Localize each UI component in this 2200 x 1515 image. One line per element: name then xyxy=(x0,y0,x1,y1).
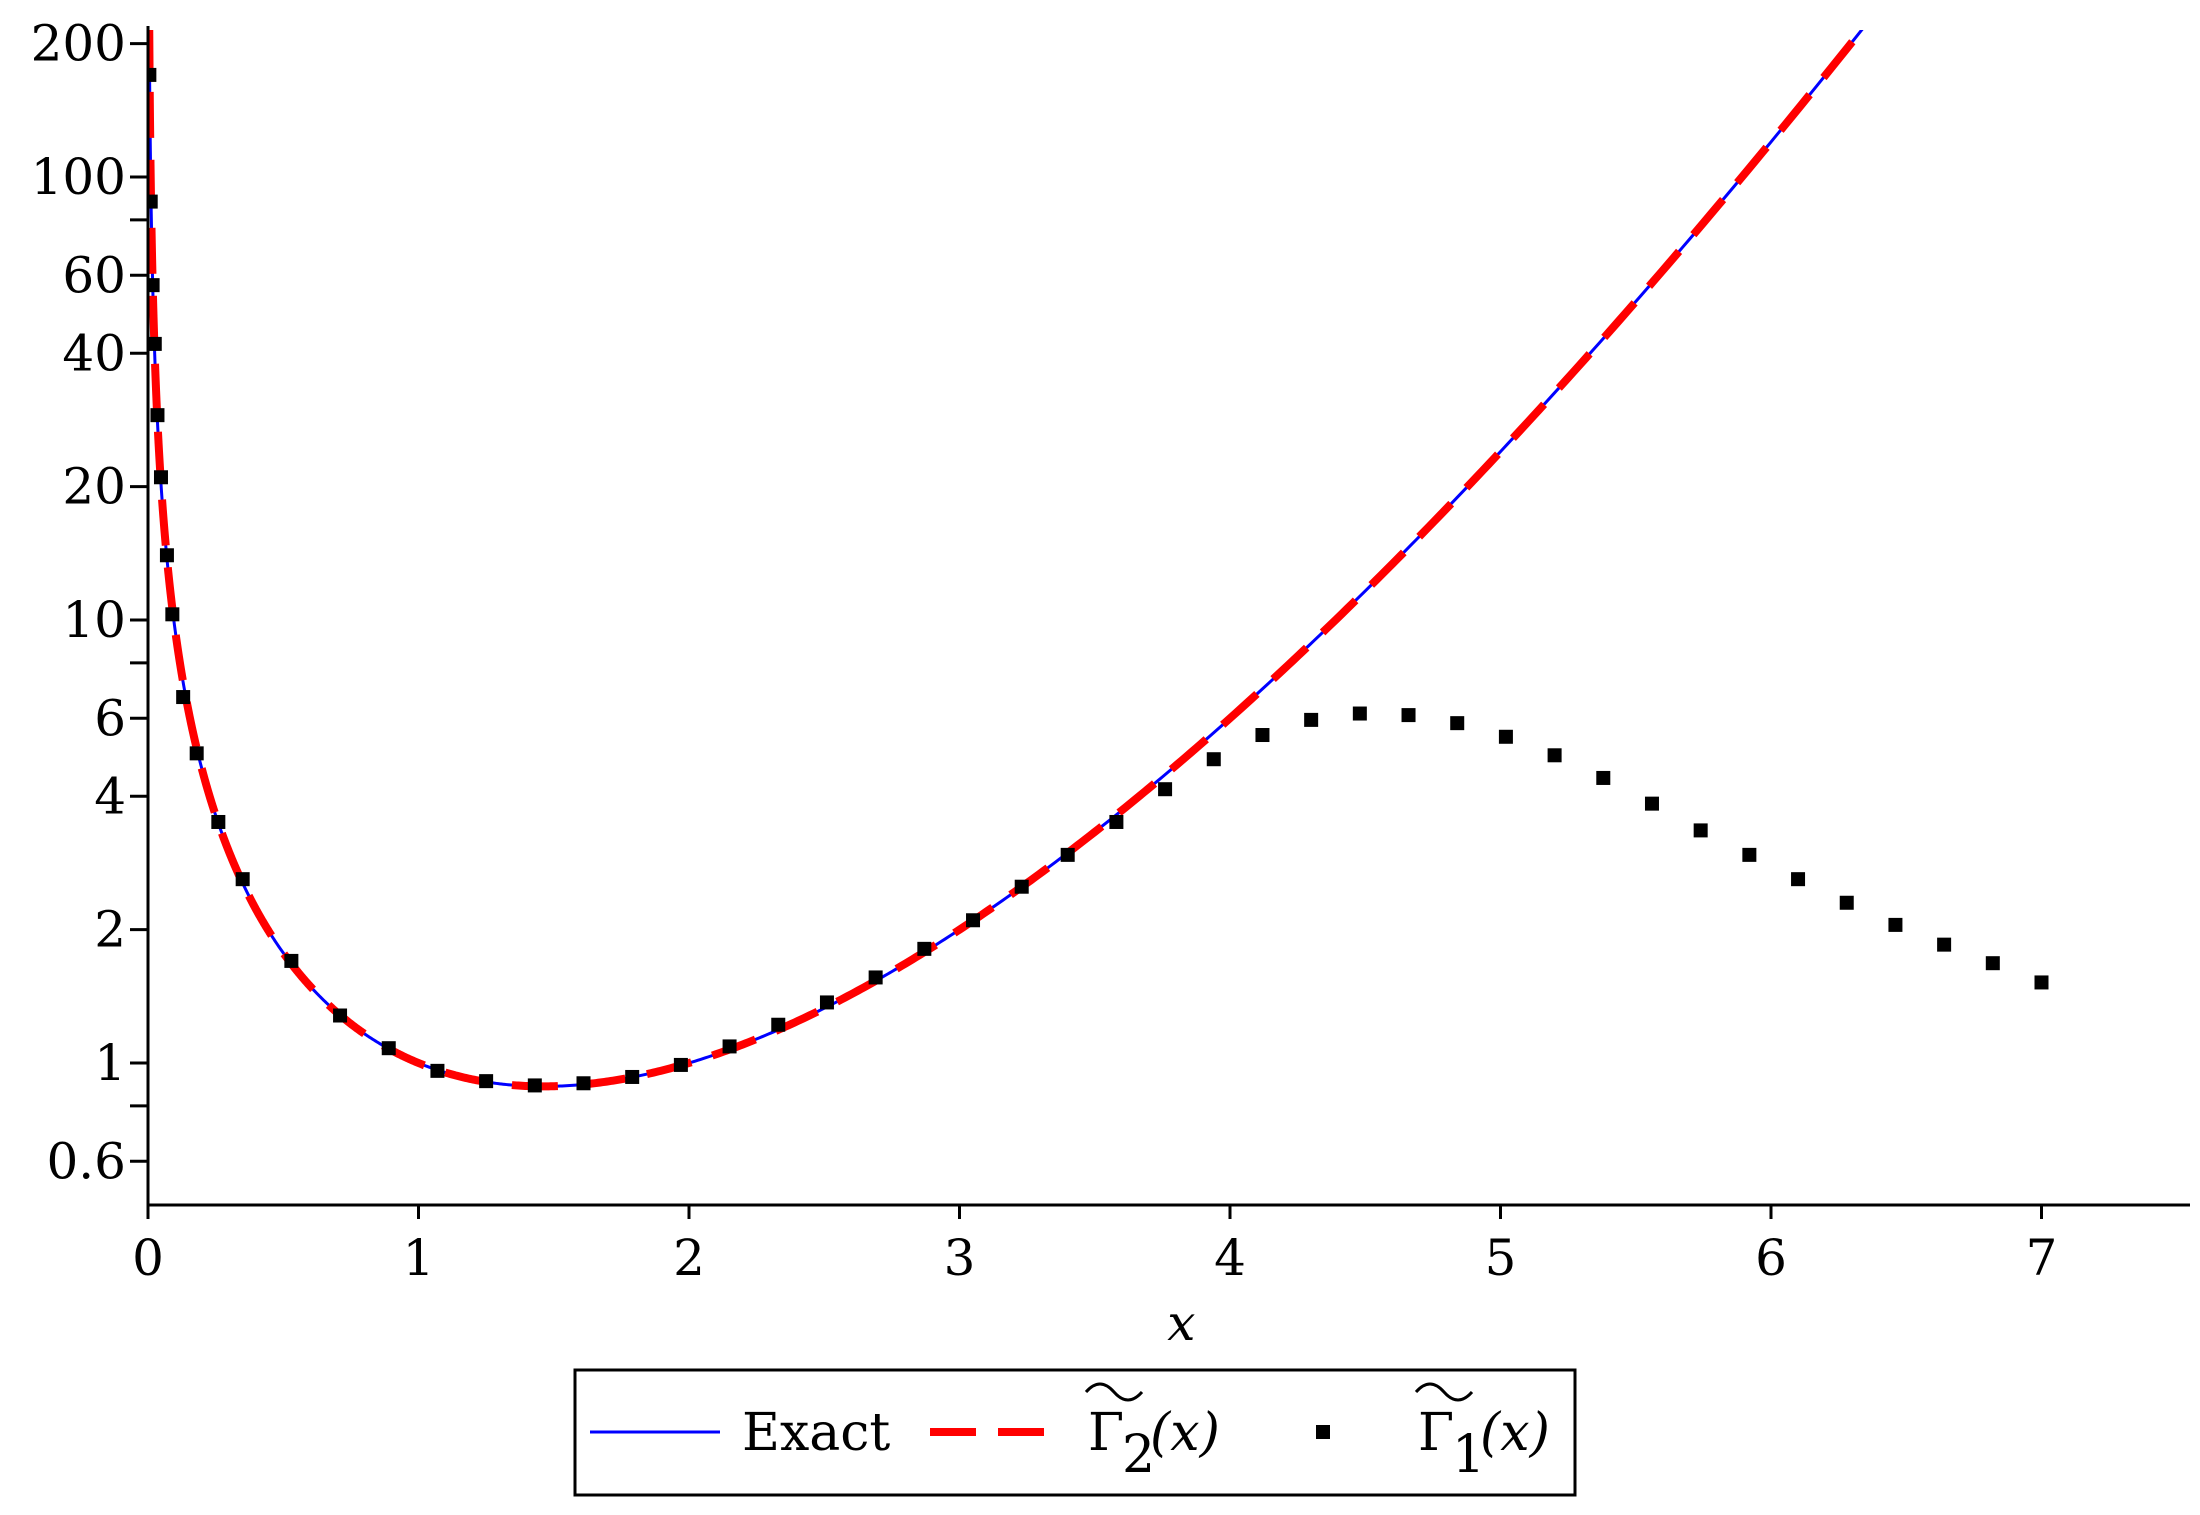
data-point-gamma1 xyxy=(1304,712,1319,727)
data-point-gamma1 xyxy=(333,1008,348,1023)
data-point-gamma1 xyxy=(153,470,168,485)
data-point-gamma1 xyxy=(966,913,981,928)
data-point-gamma1 xyxy=(148,336,162,351)
data-point-gamma1 xyxy=(771,1017,786,1032)
x-axis-title: x xyxy=(1167,1294,1195,1352)
x-tick-label: 3 xyxy=(944,1229,976,1287)
data-point-gamma1 xyxy=(479,1074,494,1089)
axes-layer: 0 1 2 3 4 5 6 7 0.6 1 2 4 6 10 20 40 60 100 200 x xyxy=(31,15,2190,1352)
legend-swatch-gamma1 xyxy=(1316,1425,1330,1439)
legend-label-argument: (x) xyxy=(1150,1403,1220,1463)
legend-label-exact: Exact xyxy=(742,1403,890,1463)
data-point-gamma1 xyxy=(1888,917,1903,932)
data-point-gamma1 xyxy=(1693,823,1708,838)
x-tick-label: 7 xyxy=(2026,1229,2058,1287)
data-point-gamma1 xyxy=(430,1063,445,1078)
tilde-accent-icon xyxy=(1084,1382,1144,1402)
data-point-gamma1 xyxy=(148,67,157,82)
data-point-gamma1 xyxy=(1352,706,1367,721)
y-tick-label: 200 xyxy=(31,15,126,73)
x-tick-label: 0 xyxy=(132,1229,164,1287)
x-tick-label: 6 xyxy=(1755,1229,1787,1287)
data-point-gamma1 xyxy=(1547,748,1562,763)
data-point-gamma1 xyxy=(150,408,165,423)
legend-label-base: Γ xyxy=(1088,1403,1124,1463)
y-tick-label: 6 xyxy=(94,689,126,747)
data-point-gamma1 xyxy=(1985,956,2000,971)
data-point-gamma1 xyxy=(165,607,180,622)
y-tick-label: 40 xyxy=(62,324,126,382)
data-point-gamma1 xyxy=(1109,814,1124,829)
data-point-gamma1 xyxy=(1498,729,1513,744)
data-point-gamma1 xyxy=(1450,716,1465,731)
y-tick-label: 60 xyxy=(62,246,126,304)
data-point-gamma1 xyxy=(1158,782,1173,797)
x-tick-label: 5 xyxy=(1485,1229,1517,1287)
data-point-gamma1 xyxy=(381,1041,396,1056)
data-point-gamma1 xyxy=(1742,847,1757,862)
data-point-gamma1 xyxy=(1596,770,1611,785)
data-point-gamma1 xyxy=(1937,937,1952,952)
data-point-gamma1 xyxy=(625,1069,640,1084)
data-point-gamma1 xyxy=(527,1078,542,1093)
legend-label-base: Γ xyxy=(1418,1403,1454,1463)
data-point-gamma1 xyxy=(284,953,299,968)
data-point-gamma1 xyxy=(1401,708,1416,723)
data-point-gamma1 xyxy=(159,548,174,563)
y-tick-label: 0.6 xyxy=(46,1132,126,1190)
x-tick-label: 2 xyxy=(673,1229,705,1287)
data-point-gamma1 xyxy=(148,278,160,293)
legend-label-subscript: 1 xyxy=(1452,1425,1485,1485)
data-point-gamma1 xyxy=(1255,728,1270,743)
legend-label-gamma2: Γ2(x) xyxy=(1084,1382,1220,1485)
data-point-gamma1 xyxy=(176,690,191,705)
y-tick-label: 100 xyxy=(31,148,126,206)
data-point-gamma1 xyxy=(917,941,932,956)
y-tick-label: 20 xyxy=(62,458,126,516)
data-point-gamma1 xyxy=(819,995,834,1010)
legend: Exact Γ2(x) Γ1(x) xyxy=(573,1368,1577,1497)
legend-label-subscript: 2 xyxy=(1122,1425,1155,1485)
data-point-gamma1 xyxy=(189,746,204,761)
legend-label-gamma1: Γ1(x) xyxy=(1414,1382,1550,1485)
data-point-gamma1 xyxy=(211,814,226,829)
y-tick-label: 4 xyxy=(94,767,126,825)
tilde-accent-icon xyxy=(1414,1382,1474,1402)
series-line-gamma2 xyxy=(148,30,1867,1091)
data-point-gamma1 xyxy=(1206,752,1221,767)
data-point-gamma1 xyxy=(722,1039,737,1054)
data-point-gamma1 xyxy=(148,194,158,209)
data-point-gamma1 xyxy=(1644,796,1659,811)
legend-label-argument: (x) xyxy=(1480,1403,1550,1463)
legend-box xyxy=(573,1368,1577,1497)
data-point-gamma1 xyxy=(673,1057,688,1072)
x-tick-label: 1 xyxy=(403,1229,435,1287)
data-point-gamma1 xyxy=(1839,895,1854,910)
data-point-gamma1 xyxy=(2034,975,2049,990)
data-point-gamma1 xyxy=(1791,872,1806,887)
data-point-gamma1 xyxy=(1014,879,1029,894)
series-layer xyxy=(148,30,2049,1093)
y-tick-label: 10 xyxy=(62,591,126,649)
data-point-gamma1 xyxy=(868,970,883,985)
data-point-gamma1 xyxy=(576,1076,591,1091)
x-tick-label: 4 xyxy=(1214,1229,1246,1287)
y-tick-label: 1 xyxy=(94,1034,126,1092)
data-point-gamma1 xyxy=(235,872,250,887)
data-point-gamma1 xyxy=(1060,847,1075,862)
y-tick-label: 2 xyxy=(94,901,126,959)
